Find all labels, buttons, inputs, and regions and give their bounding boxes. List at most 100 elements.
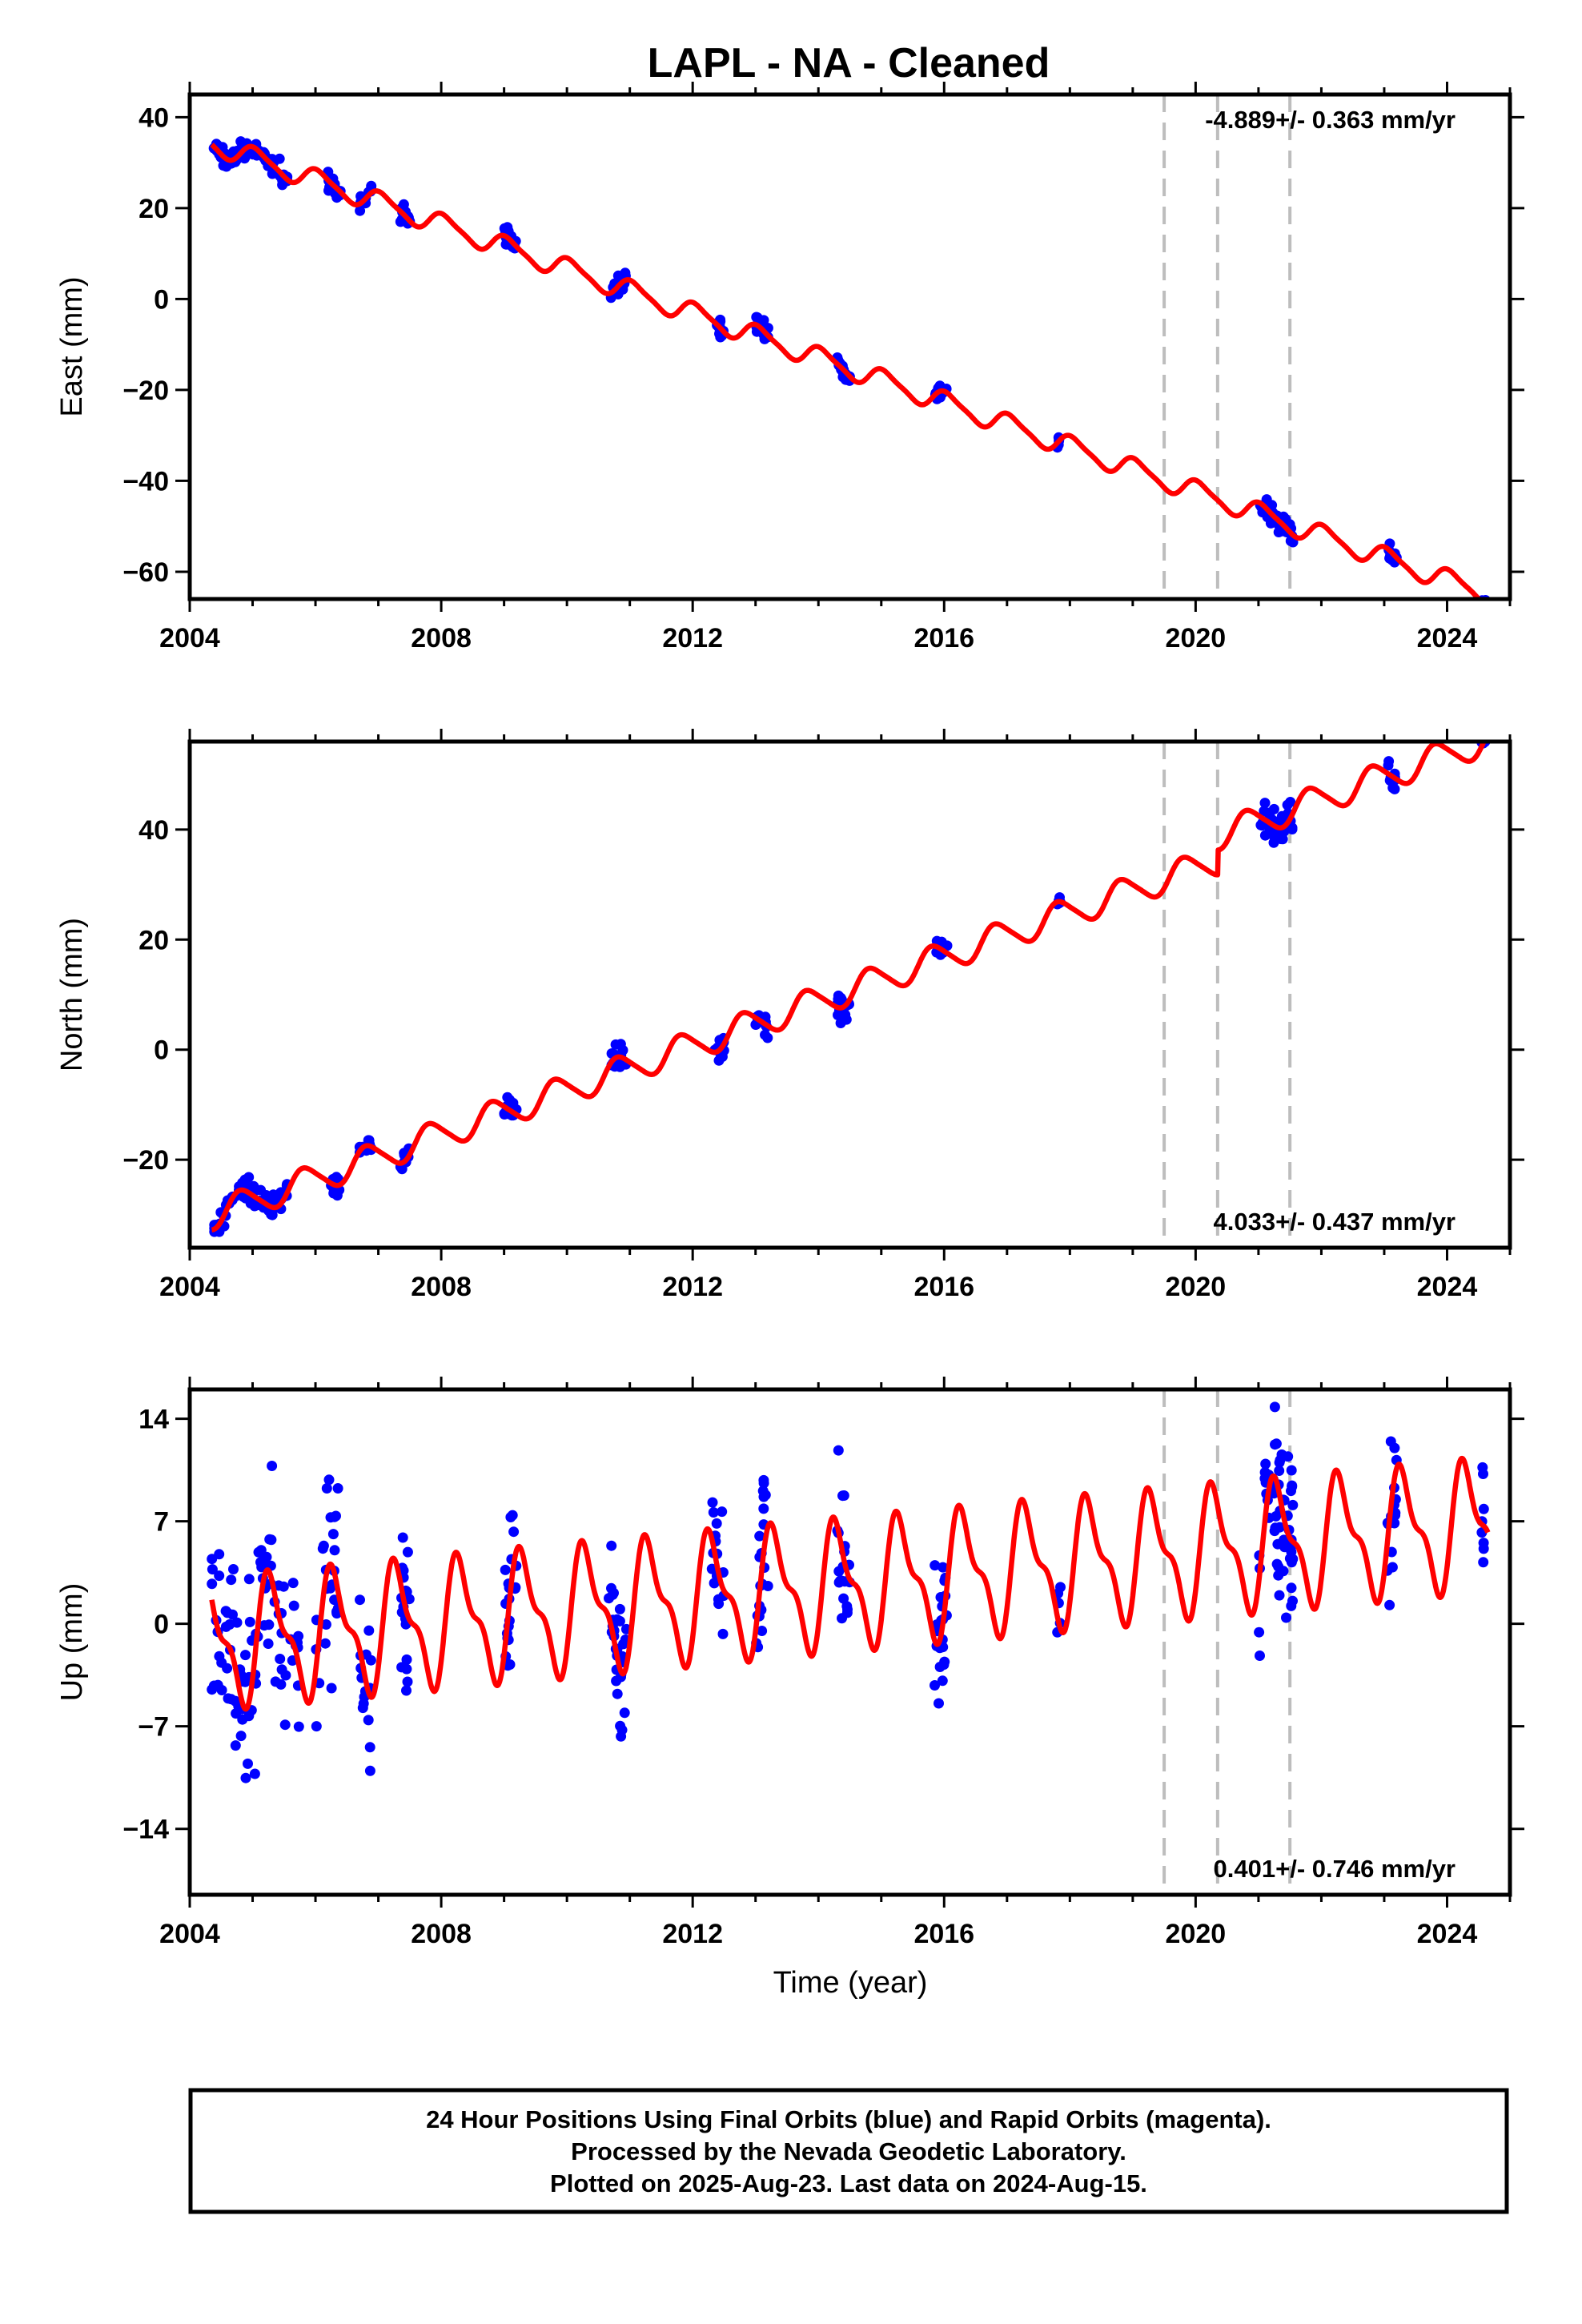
up-panel: 2004 2008 2012 2016 2020 2024 14 7 0 −7 −14 Up (mm)… — [55, 1377, 1524, 1949]
up-data-point — [287, 1578, 299, 1589]
north-data-point — [610, 1039, 621, 1050]
east-y-tick-label: 20 — [139, 194, 169, 224]
north-y-tick-label: 0 — [154, 1035, 169, 1066]
up-data-point — [606, 1540, 617, 1551]
up-data-point — [504, 1659, 516, 1670]
east-data-point — [395, 216, 406, 227]
up-data-point — [1271, 1510, 1282, 1522]
east-data-point — [1273, 527, 1284, 537]
up-y-tick-label: 14 — [139, 1405, 169, 1435]
up-data-point — [228, 1564, 239, 1574]
up-data-point — [223, 1693, 234, 1704]
east-x-tick-label: 2016 — [913, 623, 974, 653]
up-data-point — [711, 1518, 722, 1529]
north-y-tick-label: 40 — [139, 815, 169, 846]
up-data-point — [614, 1615, 625, 1626]
x-axis-label: Time (year) — [773, 1966, 928, 2000]
up-data-point — [319, 1638, 331, 1649]
up-data-point — [837, 1490, 848, 1502]
footer-line-1: 24 Hour Positions Using Final Orbits (bl… — [426, 2105, 1271, 2133]
east-y-tick-label: −20 — [122, 376, 169, 406]
north-frame — [187, 739, 1512, 1250]
up-x-tick-label: 2024 — [1417, 1919, 1478, 1949]
up-data-point — [1478, 1538, 1489, 1549]
up-data-point — [1478, 1469, 1488, 1479]
up-data-point — [758, 1478, 769, 1489]
up-x-tick-label: 2020 — [1166, 1919, 1227, 1949]
up-data-point — [1254, 1626, 1265, 1638]
up-data-point — [243, 1711, 255, 1722]
up-y-tick-label: 0 — [154, 1610, 169, 1640]
up-data-point — [1271, 1558, 1283, 1570]
up-data-point — [1259, 1473, 1271, 1484]
footer-box — [188, 2088, 1509, 2214]
up-data-point — [1271, 1438, 1282, 1449]
up-data-point — [1274, 1590, 1285, 1601]
up-data-point — [1273, 1570, 1284, 1581]
up-data-point — [231, 1617, 243, 1628]
up-data-point — [508, 1526, 520, 1538]
up-data-point — [717, 1506, 728, 1518]
up-data-point — [1274, 1466, 1285, 1476]
up-data-point — [402, 1676, 413, 1687]
up-data-point — [235, 1731, 247, 1742]
up-data-point — [207, 1564, 218, 1575]
up-data-point — [364, 1765, 375, 1776]
east-model-curve — [210, 143, 1483, 599]
east-x-tick-label: 2012 — [662, 623, 723, 653]
up-data-point — [220, 1621, 231, 1632]
up-data-point — [757, 1626, 768, 1636]
east-data-point — [239, 153, 250, 164]
north-data-point — [239, 1174, 251, 1185]
up-data-point — [717, 1628, 729, 1639]
up-data-point — [762, 1581, 773, 1591]
up-data-point — [320, 1619, 331, 1630]
up-data-point — [833, 1445, 844, 1456]
up-data-point — [833, 1566, 845, 1577]
up-data-point — [930, 1560, 941, 1571]
up-data-point — [758, 1491, 769, 1502]
up-data-point — [323, 1474, 335, 1486]
up-data-point — [240, 1650, 251, 1661]
up-data-point — [357, 1703, 368, 1714]
up-y-tick-label: −14 — [122, 1815, 169, 1845]
north-x-tick-label: 2004 — [159, 1272, 220, 1302]
north-x-tick-label: 2024 — [1417, 1272, 1478, 1302]
up-data-point — [930, 1680, 940, 1691]
up-data-point — [1283, 1451, 1294, 1462]
panels: 2004 2008 2012 2016 2020 2024 40 20 0 −20 −40 −60 Ea… — [55, 82, 1524, 1949]
east-data-point — [751, 312, 762, 323]
north-data-point — [499, 1109, 510, 1120]
north-plot-area — [209, 742, 1491, 1248]
north-data-point — [936, 936, 947, 947]
up-data-point — [212, 1679, 223, 1691]
up-data-point — [607, 1589, 618, 1600]
up-data-point — [317, 1543, 328, 1554]
up-data-point — [1269, 1526, 1280, 1537]
up-rate-label: 0.401+/- 0.746 mm/yr — [1214, 1855, 1456, 1883]
up-data-point — [261, 1551, 272, 1562]
up-data-point — [243, 1758, 253, 1769]
up-data-point — [1286, 1557, 1297, 1568]
up-data-point — [288, 1600, 299, 1611]
up-x-tick-label: 2004 — [159, 1919, 220, 1949]
up-data-point — [293, 1721, 304, 1732]
up-data-point — [327, 1529, 339, 1540]
east-y-axis-label: East (mm) — [55, 276, 89, 416]
up-data-point — [240, 1772, 251, 1783]
up-data-point — [500, 1564, 511, 1575]
up-data-point — [243, 1574, 255, 1585]
up-data-point — [708, 1507, 719, 1518]
up-data-point — [207, 1578, 218, 1590]
up-data-point — [263, 1638, 274, 1649]
north-y-tick-label: −20 — [122, 1145, 169, 1176]
north-data-point — [1259, 798, 1271, 809]
up-data-point — [230, 1740, 241, 1751]
north-data-point — [250, 1200, 261, 1211]
north-x-tick-label: 2016 — [913, 1272, 974, 1302]
up-data-point — [1287, 1499, 1299, 1510]
up-data-point — [1274, 1457, 1285, 1468]
up-data-point — [614, 1603, 625, 1614]
up-data-point — [214, 1651, 225, 1662]
